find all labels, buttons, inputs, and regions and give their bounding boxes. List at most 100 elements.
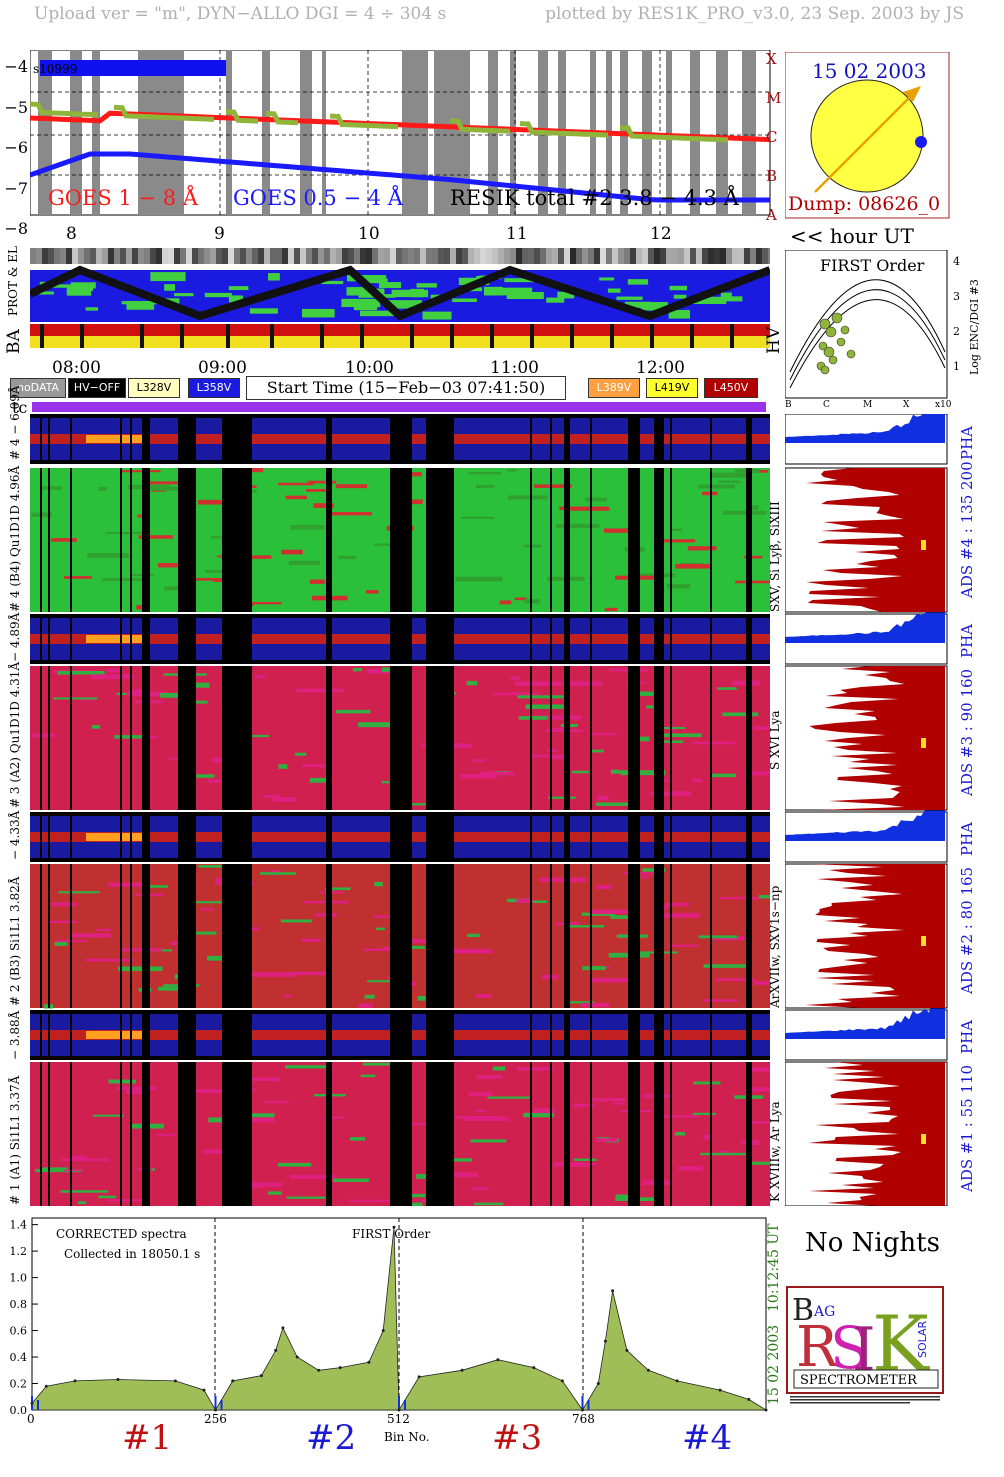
s2-pha-label: − 4.33Å (8, 810, 22, 860)
spectrum-point (675, 1379, 679, 1383)
class-b: B (766, 167, 778, 185)
s2-main-label: # 2 (B3) Si1L1 3.82Å (8, 876, 22, 1006)
channel-2-label: #2 (306, 1418, 357, 1458)
spectrum-annotation-2: Collected in 18050.1 s (64, 1247, 201, 1261)
spectrum-point (73, 1379, 77, 1383)
fo-xtick: X (903, 400, 910, 410)
spectrum-point (417, 1375, 421, 1379)
goes-class-letters: X M C B A (766, 40, 781, 235)
spectrum-ytick: 1.4 (10, 1219, 28, 1232)
no-nights-label: No Nights (805, 1228, 940, 1258)
goes-ytick: −7 (4, 178, 28, 198)
channel-3-label: #3 (492, 1418, 543, 1458)
s4-main-label: # 4 (B4) Qu1D1D 4.96Å (8, 465, 22, 612)
spectrum-ytick: 0.8 (10, 1298, 28, 1311)
goes-ytick: −8 (4, 219, 28, 238)
hour-tick: 9 (214, 224, 225, 244)
channel-4-label: #4 (682, 1418, 733, 1458)
s3-pha-label: − 4.89Å (8, 612, 22, 662)
s4-pha-label: # 4 − 6.09Å (8, 385, 22, 460)
spectrum-xtick: 256 (204, 1412, 227, 1426)
spectrum-point (460, 1368, 464, 1372)
first-order-ylabel: Log ENC/DGI #3 (968, 279, 981, 375)
legend-nodata: noDATA (10, 378, 66, 398)
spectrum-xtick: 768 (572, 1412, 595, 1426)
legend-hv-off: HV−OFF (68, 378, 126, 398)
svg-text:R: R (796, 1315, 840, 1380)
spectrum-point (116, 1378, 120, 1381)
fo-ytick: 3 (953, 290, 960, 303)
line-label-4: SXV, Si Lyβ, SiXIII (768, 501, 782, 612)
line-label-2: ArXVIIw, SXV1s−np (768, 885, 782, 1008)
spectrum-point (274, 1348, 278, 1352)
spectrum-point (338, 1366, 342, 1370)
spectrograms (30, 414, 770, 1206)
spectrum-point (202, 1388, 206, 1392)
spectrum-point (317, 1368, 321, 1372)
spectrum-point (173, 1379, 177, 1383)
sun-position-panel (785, 52, 950, 219)
legend-l419v: L419V (646, 378, 698, 398)
start-time-box: Start Time (15−Feb−03 07:41:50) (246, 376, 566, 400)
spectrum-point (625, 1348, 629, 1352)
ba-label: BA (4, 329, 24, 354)
spectrum-point (603, 1339, 607, 1343)
legend-goes-1-8: GOES 1 − 8 Å (48, 186, 198, 210)
spectrum-ytick: 1.0 (10, 1272, 28, 1285)
class-a: A (766, 206, 777, 224)
spectrum-side-date: 15 02 2003 (766, 1324, 782, 1405)
spectrum-point (496, 1358, 500, 1362)
spectrum-point (44, 1384, 48, 1388)
corrected-spectrum-chart: 1.4 1.2 1.0 0.8 0.6 0.4 0.2 0.0 (10, 1217, 768, 1417)
spectrum-point (596, 1382, 600, 1385)
spectrum-point (611, 1289, 615, 1293)
ads-label-3: ADS #3 : 90 160 (958, 668, 976, 796)
legend-goes-05-4: GOES 0.5 − 4 Å (233, 186, 403, 210)
legend-l389v: L389V (588, 378, 640, 398)
legend-l328v: L328V (128, 378, 180, 398)
hour-tick: 11 (506, 224, 528, 244)
s1-main-label: # 1 (A1) Si1L1 3.37Å (8, 1075, 22, 1205)
spectrum-xlabel: Bin No. (384, 1430, 430, 1444)
logo-spectrometer-text: SPECTROMETER (800, 1373, 918, 1388)
fo-ytick: 4 (953, 255, 960, 268)
channel-1-label: #1 (122, 1418, 173, 1458)
prot-el-label: PROT & EL (6, 246, 20, 316)
time-tick: 08:00 (52, 358, 101, 378)
spectrum-point (392, 1225, 396, 1229)
spectrum-point (381, 1329, 385, 1333)
spectrum-point (581, 1408, 584, 1412)
spectrum-point (718, 1388, 722, 1392)
fo-xtick: C (823, 400, 830, 410)
resik-logo: B R S I K AG SOLAR SPECTROMETER (786, 1286, 944, 1404)
fo-ytick: 1 (953, 360, 960, 373)
spectrum-point (367, 1360, 371, 1364)
spectrum-point (295, 1355, 299, 1359)
hv-label: HV (764, 326, 784, 354)
spectrum-point (281, 1326, 285, 1330)
ads-label-4: ADS #4 : 135 200 (958, 461, 976, 598)
first-order-yaxis: 4 3 2 1 (953, 244, 960, 384)
goes-yaxis: −4 −5 −6 −7 −8 (2, 47, 28, 250)
header-left: Upload ver = "m", DYN−ALLO DGI = 4 ÷ 304… (34, 4, 447, 24)
spectrum-point (259, 1374, 263, 1378)
spectrum-point (764, 1408, 768, 1412)
spectrum-ytick: 0.4 (10, 1351, 28, 1364)
spectrum-ytick: 0.2 (10, 1378, 28, 1391)
goes-ytick: −6 (4, 138, 28, 157)
tc-bar (32, 402, 766, 412)
goes-corner-label: s10999 (33, 62, 78, 76)
goes-ytick: −5 (4, 97, 28, 117)
pha-label-1: PHA (958, 1019, 976, 1054)
spectrum-point (747, 1397, 751, 1401)
spectrum-point (30, 1401, 34, 1405)
spectrum-point (397, 1408, 401, 1412)
hour-tick: 12 (650, 224, 672, 244)
hour-ut-label: << hour UT (790, 224, 914, 248)
pha-label-4: PHA (958, 425, 976, 460)
first-order-title: FIRST Order (820, 256, 925, 275)
fo-xtick: M (863, 400, 873, 410)
status-strips (30, 248, 770, 348)
goes-ytick: −4 (4, 57, 28, 76)
spectrum-point (231, 1379, 235, 1383)
